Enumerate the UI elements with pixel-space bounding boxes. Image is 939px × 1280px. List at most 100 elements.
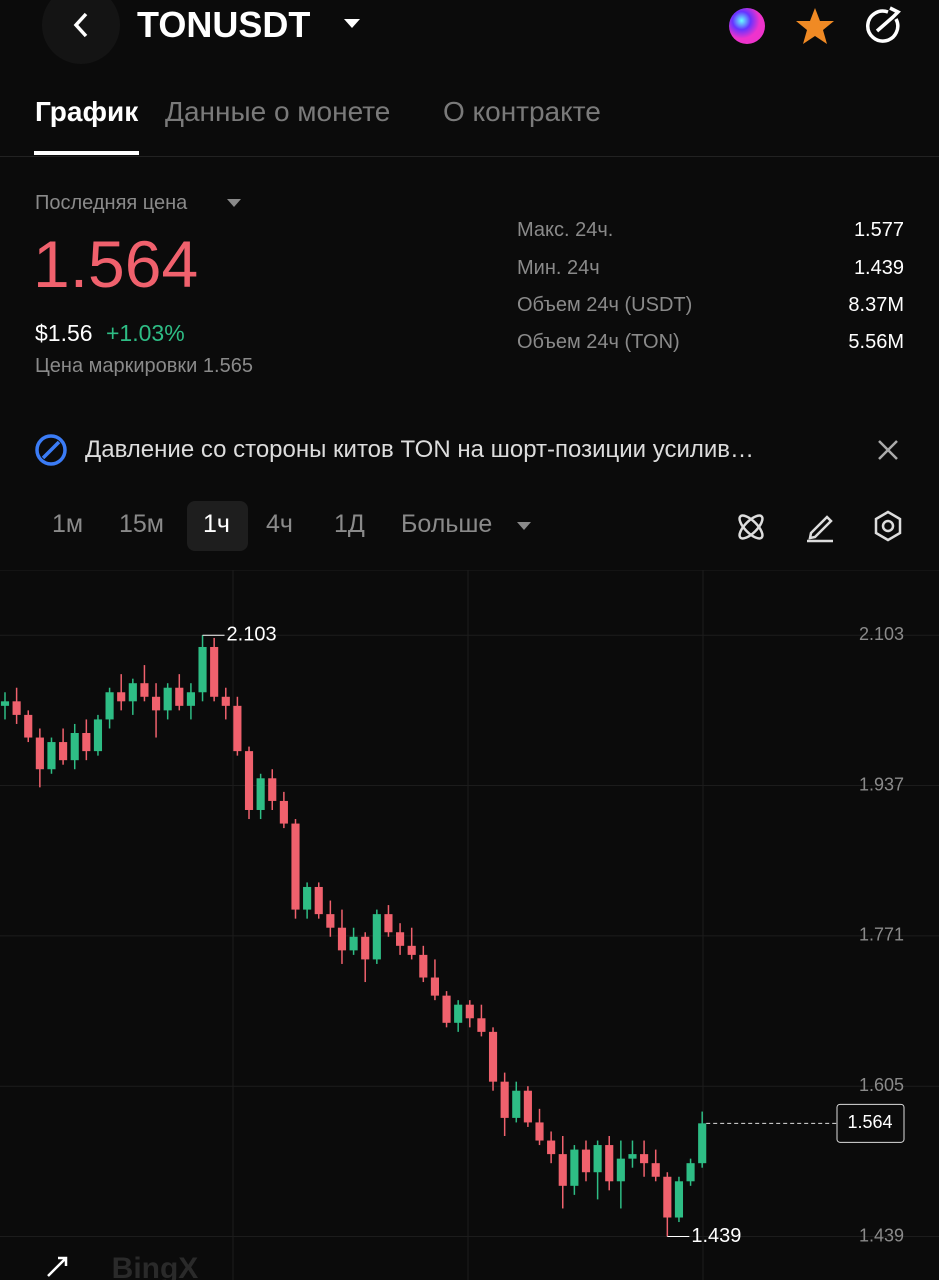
mark-price: Цена маркировки 1.565 — [35, 355, 253, 377]
candle-body — [605, 1145, 614, 1182]
candle-body — [47, 742, 56, 770]
last-price-label: 1.564 — [847, 1112, 892, 1132]
y-tick-label: 1.937 — [859, 774, 904, 794]
stat-label: Объем 24ч (USDT) — [517, 294, 693, 316]
candle-body — [581, 1149, 591, 1173]
candle-body — [268, 778, 277, 801]
draw-icon[interactable] — [803, 509, 837, 543]
interval-more[interactable]: Больше — [401, 510, 493, 538]
candle-body — [279, 800, 288, 824]
stat-label: Макс. 24ч. — [517, 219, 614, 241]
candle-body — [128, 683, 137, 702]
min-label: 1.439 — [691, 1225, 741, 1247]
candle-body — [244, 751, 254, 810]
news-ticker[interactable]: Давление со стороны китов TON на шорт-по… — [85, 436, 755, 463]
candle-body — [477, 1018, 486, 1032]
stat-label: Объем 24ч (TON) — [517, 331, 680, 353]
candle-body — [117, 692, 126, 702]
candle-body — [372, 914, 381, 960]
candle-body — [303, 886, 312, 910]
back-button[interactable] — [42, 0, 120, 64]
candle-body — [349, 936, 358, 951]
candle-body — [686, 1163, 695, 1182]
divider — [0, 156, 939, 157]
candle-body — [256, 778, 265, 810]
symbol-caret[interactable] — [342, 16, 362, 32]
candle-body — [151, 696, 161, 711]
expand-icon[interactable] — [47, 1256, 68, 1277]
price-change: +1.03% — [106, 320, 185, 346]
stat-value: 8.37M — [848, 294, 904, 316]
candle-body — [454, 1004, 463, 1023]
candle-body — [500, 1081, 509, 1118]
candle-body — [384, 914, 393, 933]
stat-value: 1.577 — [853, 219, 904, 241]
y-tick-label: 1.771 — [859, 925, 904, 945]
candle-body — [361, 936, 370, 960]
more-caret — [517, 522, 531, 530]
indicator-icon[interactable] — [733, 509, 769, 545]
y-tick-label: 2.103 — [859, 624, 904, 644]
candle-body — [674, 1181, 684, 1218]
interval-active[interactable]: 1ч — [203, 510, 230, 538]
candle-body — [628, 1154, 637, 1159]
interval[interactable]: 1м — [52, 510, 84, 538]
stat-label: Мин. 24ч — [517, 257, 600, 279]
tab-active[interactable]: График — [35, 96, 139, 127]
y-tick-label: 1.439 — [859, 1225, 904, 1245]
watermark: BingX — [112, 1252, 199, 1280]
candle-body — [640, 1154, 649, 1164]
candle-body — [210, 646, 219, 697]
share-icon[interactable] — [862, 5, 904, 47]
candle-body — [105, 692, 114, 720]
candle-body — [419, 954, 428, 978]
usd-price: $1.56 — [35, 320, 93, 346]
candle-body — [547, 1140, 556, 1155]
interval[interactable]: 1Д — [334, 510, 365, 538]
interval[interactable]: 15м — [119, 510, 164, 538]
candle-body — [616, 1158, 625, 1182]
candle-body — [0, 701, 10, 706]
candle-body — [35, 737, 44, 770]
candle-body — [163, 687, 172, 711]
interval[interactable]: 4ч — [266, 510, 293, 538]
news-icon — [35, 434, 67, 466]
tab-underline — [34, 151, 139, 155]
candle-body — [24, 714, 33, 738]
candle-body — [233, 705, 242, 752]
candle-body — [593, 1145, 602, 1173]
candle-body — [523, 1090, 532, 1123]
candle-body — [465, 1004, 474, 1019]
candle-body — [140, 683, 149, 697]
candle-body — [70, 733, 79, 761]
candle-body — [558, 1154, 567, 1186]
candle-body — [314, 886, 323, 915]
price-label[interactable]: Последняя цена — [35, 192, 188, 214]
back-icon — [73, 12, 88, 38]
close-news[interactable] — [876, 438, 900, 462]
price-caret — [227, 199, 241, 207]
settings-icon[interactable] — [871, 509, 905, 543]
candle-body — [698, 1123, 707, 1164]
candle-body — [175, 687, 184, 706]
tab[interactable]: Данные о монете — [165, 96, 391, 127]
ai-orb[interactable] — [726, 5, 768, 47]
candle-body — [326, 914, 335, 928]
candle-body — [535, 1122, 544, 1141]
stat-value: 5.56M — [848, 331, 904, 353]
candle-body — [337, 927, 347, 951]
candle-body — [221, 696, 230, 706]
y-tick-label: 1.605 — [859, 1075, 904, 1095]
interval-highlight — [187, 501, 248, 551]
candle-body — [396, 932, 405, 946]
tab[interactable]: О контракте — [443, 96, 601, 127]
candle-body — [93, 719, 103, 752]
favorite-star[interactable] — [794, 5, 836, 47]
symbol-title[interactable]: TONUSDT — [137, 4, 311, 45]
stat-value: 1.439 — [853, 257, 904, 279]
candle-body — [430, 977, 440, 996]
last-price-box — [836, 1103, 905, 1143]
last-price: 1.564 — [33, 227, 199, 301]
candlestick-chart[interactable]: BingX 1.439 1.605 1.771 1.937 2.103 2.103 1.43… — [0, 570, 939, 1280]
